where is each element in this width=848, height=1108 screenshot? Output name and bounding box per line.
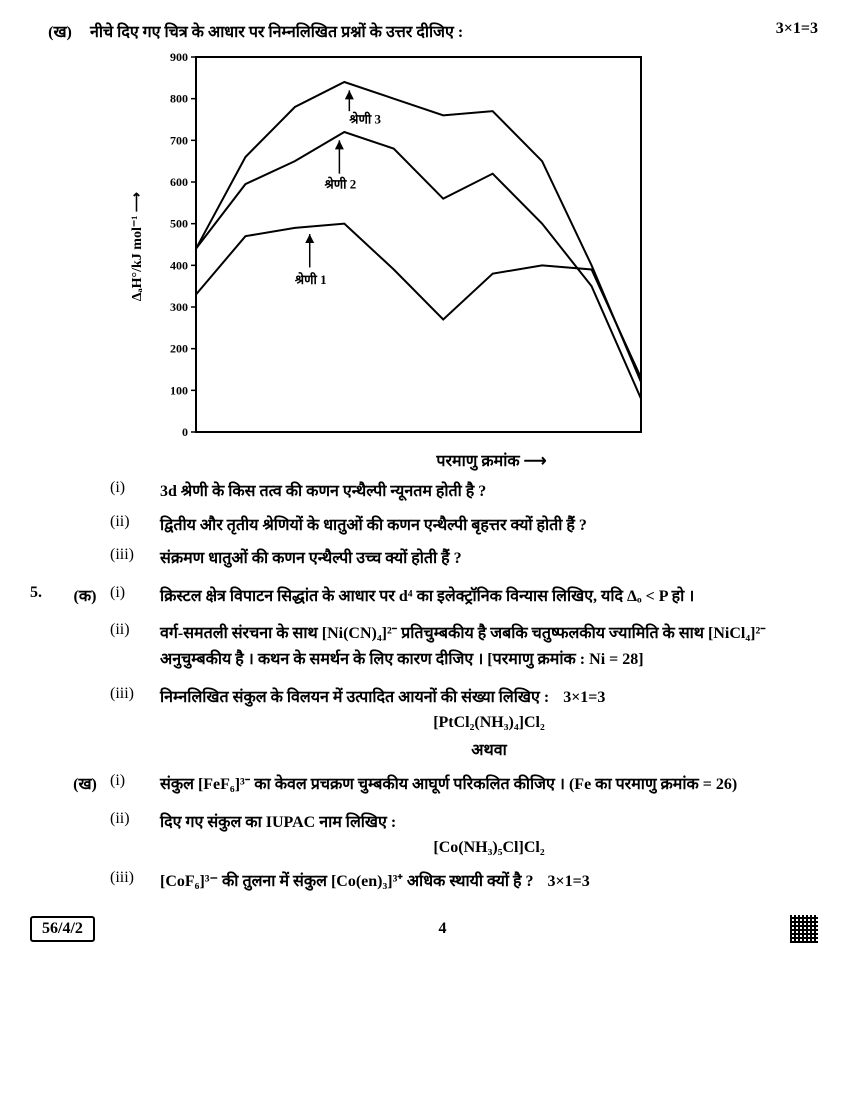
- question-text: निम्नलिखित संकुल के विलयन में उत्पादित आ…: [160, 685, 818, 711]
- question-number: [30, 810, 60, 836]
- svg-text:100: 100: [170, 383, 188, 397]
- part-kha-label: (ख): [30, 20, 90, 42]
- x-axis-label: परमाणु क्रमांक ⟶: [165, 449, 818, 471]
- question-text: वर्ग-समतली संरचना के साथ [Ni(CN)₄]²⁻ प्र…: [160, 621, 818, 672]
- svg-text:0: 0: [182, 425, 188, 439]
- question-number: [30, 621, 60, 672]
- page-number: 4: [438, 920, 446, 938]
- y-axis-label: ΔₐH°/kJ mol⁻¹ ⟶: [130, 192, 146, 301]
- svg-text:700: 700: [170, 133, 188, 147]
- roman-label: (iii): [110, 869, 160, 895]
- question-text: दिए गए संकुल का IUPAC नाम लिखिए :: [160, 810, 818, 836]
- formula: [PtCl₂(NH₃)₄]Cl₂: [160, 714, 818, 732]
- svg-text:500: 500: [170, 217, 188, 231]
- line-chart: 0 100 200 300 400 500 600 700 800 900 श्रेणी 3 श्रे…: [151, 47, 651, 447]
- question-number: 5.: [30, 584, 60, 610]
- paper-code-badge: 56/4/2: [30, 916, 95, 942]
- question-text: क्रिस्टल क्षेत्र विपाटन सिद्धांत के आधार…: [160, 584, 818, 610]
- roman-label: (ii): [110, 621, 160, 672]
- part-label: [60, 810, 110, 836]
- sub-label: (ii): [110, 513, 160, 539]
- question-number: [30, 869, 60, 895]
- chart-container: ΔₐH°/kJ mol⁻¹ ⟶ 0 100 200 300 400 500 600 700 80…: [130, 47, 818, 447]
- svg-text:श्रेणी 1: श्रेणी 1: [294, 272, 327, 287]
- question-number: [30, 685, 60, 711]
- sub-question: (i)3d श्रेणी के किस तत्व की कणन एन्थैल्प…: [110, 479, 818, 505]
- svg-text:300: 300: [170, 300, 188, 314]
- marks: 3×1=3: [548, 873, 590, 890]
- sub-question: (iii)संक्रमण धातुओं की कणन एन्थैल्पी उच्…: [110, 546, 818, 572]
- page-footer: 56/4/2 4: [30, 915, 818, 943]
- part-label: (ख): [60, 772, 110, 798]
- question-text: संकुल [FeF₆]³⁻ का केवल प्रचक्रण चुम्बकीय…: [160, 772, 818, 798]
- question-text: [CoF₆]³⁻ की तुलना में संकुल [Co(en)₃]³⁺ …: [160, 869, 818, 895]
- formula: [Co(NH₃)₅Cl]Cl₂: [160, 839, 818, 857]
- question-row: (iii)निम्नलिखित संकुल के विलयन में उत्पा…: [30, 685, 818, 711]
- svg-text:600: 600: [170, 175, 188, 189]
- svg-text:400: 400: [170, 258, 188, 272]
- part-label: [60, 869, 110, 895]
- svg-text:900: 900: [170, 50, 188, 64]
- question-number: [30, 772, 60, 798]
- sub-question: (ii)द्वितीय और तृतीय श्रेणियों के धातुओं…: [110, 513, 818, 539]
- svg-text:श्रेणी 3: श्रेणी 3: [348, 112, 381, 127]
- roman-label: (ii): [110, 810, 160, 836]
- sub-label: (i): [110, 479, 160, 505]
- svg-text:200: 200: [170, 342, 188, 356]
- sub-text: संक्रमण धातुओं की कणन एन्थैल्पी उच्च क्य…: [160, 546, 818, 572]
- roman-label: (iii): [110, 685, 160, 711]
- svg-text:श्रेणी 2: श्रेणी 2: [324, 176, 357, 191]
- svg-text:800: 800: [170, 92, 188, 106]
- question-row: (ख)(i)संकुल [FeF₆]³⁻ का केवल प्रचक्रण चु…: [30, 772, 818, 798]
- part-kha-marks: 3×1=3: [776, 20, 818, 38]
- part-label: [60, 621, 110, 672]
- question-row: 5.(क)(i)क्रिस्टल क्षेत्र विपाटन सिद्धांत…: [30, 584, 818, 610]
- part-kha-prompt: नीचे दिए गए चित्र के आधार पर निम्नलिखित …: [90, 20, 766, 42]
- question-row: (ii)वर्ग-समतली संरचना के साथ [Ni(CN)₄]²⁻…: [30, 621, 818, 672]
- question-row: (ii)दिए गए संकुल का IUPAC नाम लिखिए :: [30, 810, 818, 836]
- sub-text: द्वितीय और तृतीय श्रेणियों के धातुओं की …: [160, 513, 818, 539]
- part-label: (क): [60, 584, 110, 610]
- roman-label: (i): [110, 584, 160, 610]
- marks: 3×1=3: [563, 689, 605, 706]
- sub-text: 3d श्रेणी के किस तत्व की कणन एन्थैल्पी न…: [160, 479, 818, 505]
- roman-label: (i): [110, 772, 160, 798]
- sub-label: (iii): [110, 546, 160, 572]
- athava-separator: अथवा: [160, 738, 818, 760]
- qr-icon: [790, 915, 818, 943]
- part-label: [60, 685, 110, 711]
- question-row: (iii)[CoF₆]³⁻ की तुलना में संकुल [Co(en)…: [30, 869, 818, 895]
